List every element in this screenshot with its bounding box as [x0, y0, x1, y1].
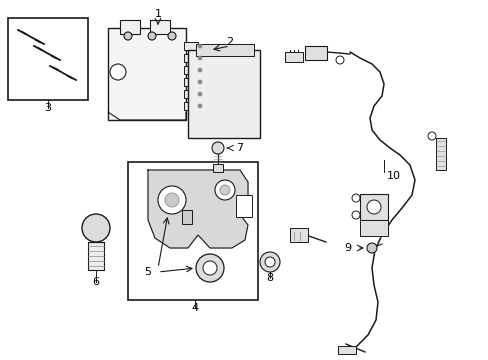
Bar	[183, 54, 198, 62]
Circle shape	[203, 261, 217, 275]
Bar	[183, 90, 198, 98]
Bar	[337, 346, 355, 354]
Circle shape	[427, 132, 435, 140]
Circle shape	[366, 243, 376, 253]
Bar	[183, 78, 198, 86]
Bar	[285, 52, 303, 62]
Bar	[150, 20, 170, 34]
Bar	[183, 66, 198, 74]
Circle shape	[148, 32, 156, 40]
Circle shape	[124, 32, 132, 40]
Circle shape	[351, 211, 359, 219]
Circle shape	[198, 104, 202, 108]
Text: 7: 7	[236, 143, 243, 153]
Polygon shape	[148, 170, 247, 248]
Bar	[120, 20, 140, 34]
Bar	[108, 28, 185, 120]
Circle shape	[220, 185, 229, 195]
Circle shape	[215, 180, 235, 200]
Circle shape	[110, 64, 126, 80]
Bar	[305, 46, 326, 60]
Circle shape	[158, 186, 185, 214]
Bar	[8, 18, 88, 100]
Circle shape	[335, 56, 343, 64]
Circle shape	[196, 254, 224, 282]
Bar	[187, 50, 260, 138]
Bar	[88, 242, 104, 270]
Circle shape	[164, 193, 179, 207]
Text: 8: 8	[266, 273, 273, 283]
Bar	[435, 138, 445, 170]
Bar	[128, 162, 258, 300]
Text: 9: 9	[344, 243, 351, 253]
Bar	[183, 42, 198, 50]
Circle shape	[260, 252, 280, 272]
Bar	[236, 195, 251, 217]
Bar	[359, 194, 387, 220]
Text: 4: 4	[191, 303, 198, 313]
Text: 5: 5	[144, 267, 151, 277]
Text: 2: 2	[226, 37, 233, 47]
Text: 10: 10	[386, 171, 400, 181]
Circle shape	[168, 32, 176, 40]
Circle shape	[366, 200, 380, 214]
Bar	[213, 164, 223, 172]
Bar	[196, 44, 253, 56]
Circle shape	[82, 214, 110, 242]
Circle shape	[198, 92, 202, 96]
Circle shape	[198, 56, 202, 60]
Bar	[359, 220, 387, 236]
Text: 1: 1	[154, 9, 161, 19]
Circle shape	[198, 44, 202, 48]
Text: 6: 6	[92, 277, 99, 287]
Bar	[182, 210, 192, 224]
Text: 3: 3	[44, 103, 51, 113]
Circle shape	[198, 80, 202, 84]
Circle shape	[212, 142, 224, 154]
Bar	[183, 102, 198, 110]
Bar	[289, 228, 307, 242]
Circle shape	[351, 194, 359, 202]
Circle shape	[198, 68, 202, 72]
Circle shape	[264, 257, 274, 267]
